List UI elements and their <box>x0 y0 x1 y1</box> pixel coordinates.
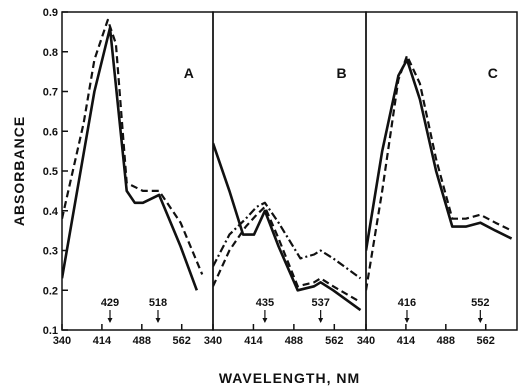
y-tick-label: 0.6 <box>43 126 58 138</box>
panel-b: 340 414 488 562 435 537 B <box>204 11 367 347</box>
x-tick-label: 340 <box>357 335 375 347</box>
panel-c: 340 414 488 562 416 552 C <box>357 11 518 347</box>
x-tick-label: 488 <box>133 335 151 347</box>
series-line-solid <box>62 26 199 291</box>
x-tick-label: 562 <box>477 335 495 347</box>
panel-label: B <box>336 65 346 81</box>
x-tick-label: 340 <box>53 335 71 347</box>
x-tick-label: 488 <box>437 335 455 347</box>
y-tick-label: 0.3 <box>43 246 58 258</box>
series-line-dashed <box>62 18 204 275</box>
panel-label: A <box>184 65 194 81</box>
peak-arrow <box>107 318 113 323</box>
x-axis-title: WAVELENGTH, NM <box>219 370 360 386</box>
peak-label: 537 <box>311 297 329 309</box>
peak-arrow <box>262 318 268 323</box>
x-tick-label: 414 <box>93 335 112 347</box>
x-tick-label: 562 <box>325 335 343 347</box>
peak-label: 552 <box>471 297 489 309</box>
plot-area: 0.1 0.2 0.3 0.4 0.5 0.6 0.7 0.8 0.9 340 414 488 562 4… <box>43 7 518 347</box>
peak-label: 435 <box>256 297 274 309</box>
panel-frame <box>365 11 518 331</box>
peak-label: 416 <box>398 297 416 309</box>
y-tick-label: 0.7 <box>43 87 58 99</box>
peak-arrow <box>404 318 410 323</box>
x-tick-label: 488 <box>285 335 303 347</box>
series-line-dashed <box>366 54 513 291</box>
peak-arrow <box>477 318 483 323</box>
peak-label: 518 <box>149 297 167 309</box>
x-tick-label: 562 <box>173 335 191 347</box>
peak-label: 429 <box>101 297 119 309</box>
y-axis-title: ABSORBANCE <box>11 116 27 226</box>
x-tick-label: 340 <box>204 335 222 347</box>
peak-arrow <box>318 318 324 323</box>
x-tick-label: 414 <box>397 335 416 347</box>
series-line-solid <box>366 58 513 251</box>
y-tick-label: 0.8 <box>43 47 58 59</box>
series-line-dashdot <box>213 201 362 280</box>
panel-a: 340 414 488 562 429 518 A <box>53 11 214 347</box>
y-tick-label: 0.5 <box>43 166 58 178</box>
x-tick-label: 414 <box>244 335 263 347</box>
panel-label: C <box>488 65 498 81</box>
y-tick-label: 0.4 <box>43 206 59 218</box>
panel-frame <box>61 11 214 331</box>
y-tick-label: 0.1 <box>43 325 58 337</box>
panel-frame <box>212 11 367 331</box>
y-tick-label: 0.2 <box>43 285 58 297</box>
series-line-solid <box>213 142 362 312</box>
y-tick-label: 0.9 <box>43 7 58 19</box>
peak-arrow <box>155 318 161 323</box>
series-line-dashed <box>213 205 362 304</box>
